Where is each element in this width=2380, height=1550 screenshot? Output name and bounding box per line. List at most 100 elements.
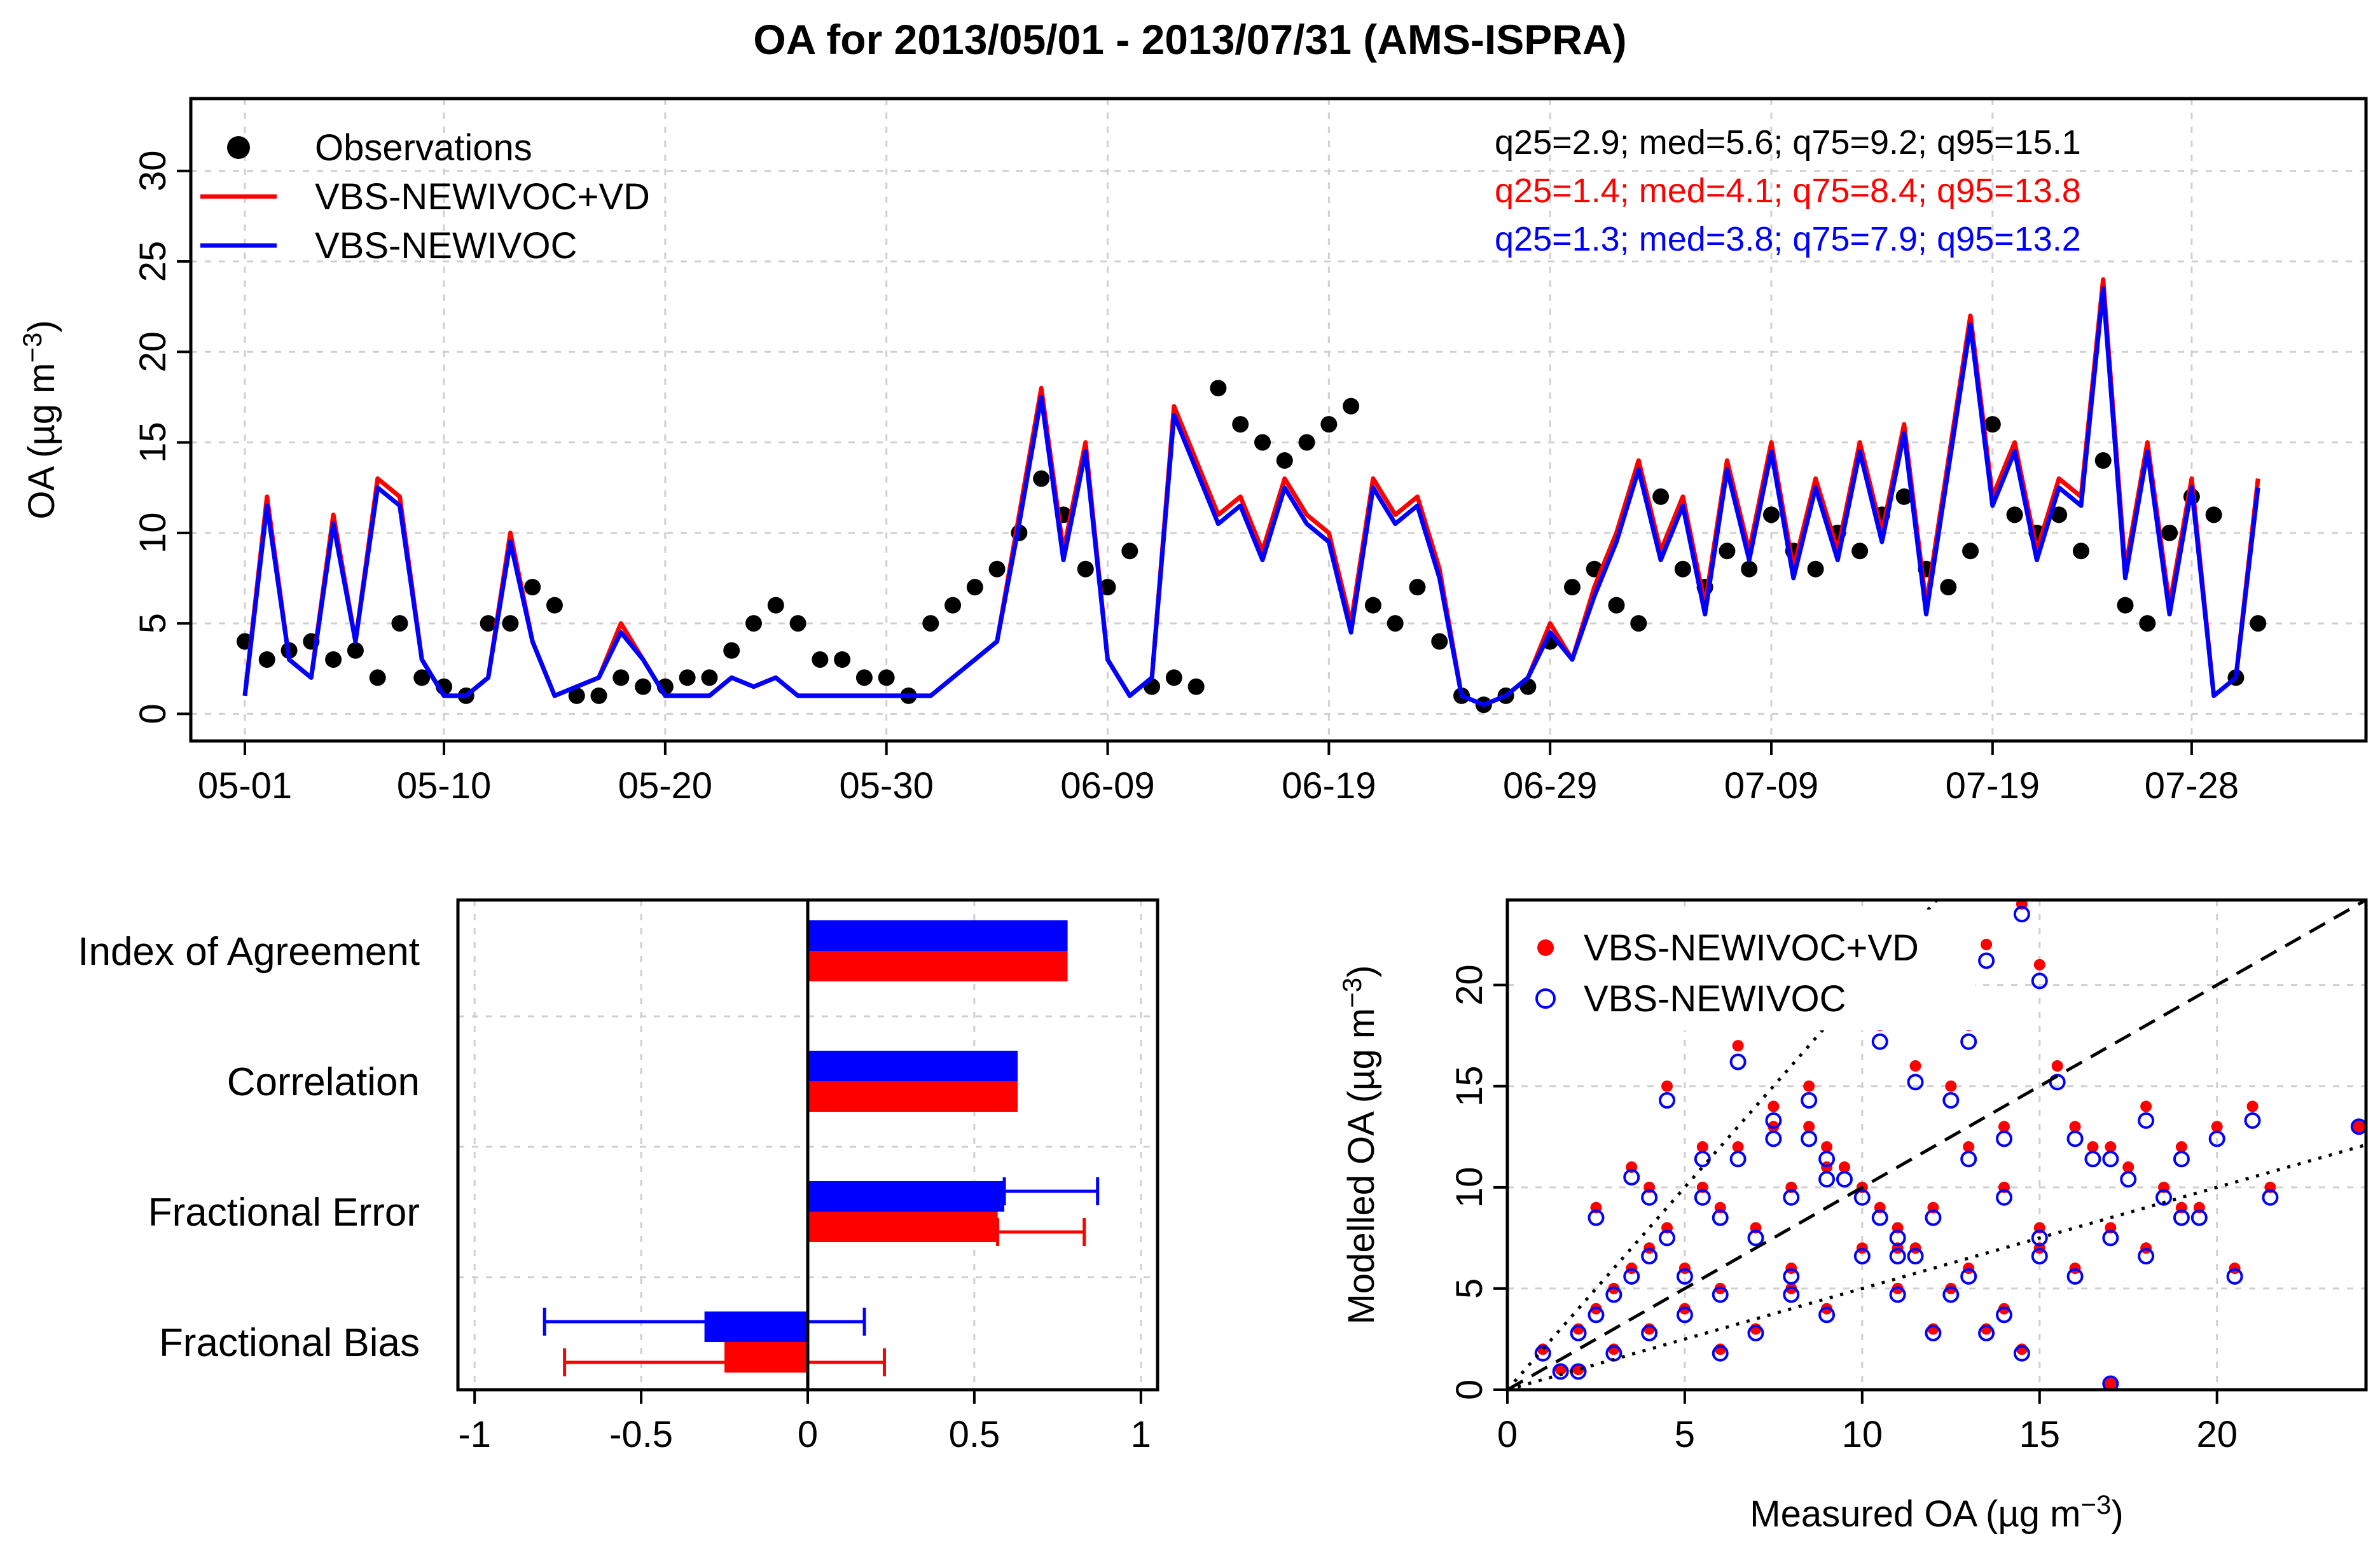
observation-point bbox=[1851, 543, 1869, 560]
bar-x-tick-label: 0.5 bbox=[949, 1414, 1000, 1455]
bar-category-label: Index of Agreement bbox=[78, 930, 420, 974]
legend-vd-label: VBS-NEWIVOC+VD bbox=[315, 176, 650, 218]
scatter-point-vbs-newivoc bbox=[1641, 1324, 1658, 1341]
bar-vbs-newivoc bbox=[808, 920, 1068, 951]
timeseries-x-tick-label: 05-10 bbox=[397, 765, 491, 806]
observation-point bbox=[1121, 543, 1138, 560]
scatter-point-vbs-newivoc bbox=[1694, 1189, 1711, 1206]
observation-point bbox=[2250, 615, 2267, 632]
observation-point bbox=[1254, 434, 1271, 451]
scatter-x-tick-label: 15 bbox=[2019, 1414, 2061, 1455]
observation-point bbox=[1187, 678, 1205, 695]
scatter-point-vbs-newivoc bbox=[2102, 1229, 2119, 1247]
scatter-point-vbs-newivoc bbox=[1889, 1286, 1906, 1303]
scatter-point-vbs-newivoc bbox=[1960, 1268, 1977, 1285]
observation-point bbox=[1320, 416, 1338, 433]
scatter-y-tick-label: 5 bbox=[1449, 1278, 1490, 1299]
scatter-y-axis-label: Modelled OA (µg m−3) bbox=[1337, 965, 1382, 1325]
scatter-point-vbs-newivoc-vd bbox=[1838, 1161, 1850, 1173]
scatter-point-vbs-newivoc bbox=[2102, 1375, 2119, 1390]
observation-point bbox=[1763, 506, 1780, 523]
scatter-point-vbs-newivoc bbox=[2190, 1209, 2208, 1226]
scatter-point-vbs-newivoc bbox=[1889, 1248, 1906, 1264]
scatter-point-vbs-newivoc bbox=[2013, 906, 2030, 923]
scatter-point-vbs-newivoc bbox=[1747, 1229, 1764, 1247]
scatter-point-vbs-newivoc bbox=[1836, 1171, 1853, 1188]
observation-point bbox=[2051, 506, 2068, 523]
scatter-point-vbs-newivoc bbox=[1729, 1151, 1747, 1168]
scatter-point-vbs-newivoc-vd bbox=[1963, 1141, 1975, 1153]
scatter-point-vbs-newivoc bbox=[2244, 1112, 2261, 1129]
observation-point bbox=[502, 615, 519, 632]
observation-point bbox=[1232, 416, 1249, 433]
scatter-point-vbs-newivoc bbox=[1765, 1112, 1782, 1129]
scatter-panel: 0 5 10 15 20 0 5 10 15 20 Measured OA (µg m−3) M… bbox=[1337, 898, 2368, 1535]
observation-point bbox=[1741, 560, 1758, 578]
timeseries-y-tick-label: 25 bbox=[132, 241, 174, 282]
observation-point bbox=[745, 615, 762, 632]
scatter-point-vbs-newivoc bbox=[1801, 1130, 1818, 1147]
scatter-x-tick-label: 0 bbox=[1497, 1414, 1518, 1455]
scatter-y-tick-label: 0 bbox=[1449, 1380, 1490, 1400]
scatter-point-vbs-newivoc bbox=[1694, 1151, 1711, 1168]
scatter-legend-vd-marker bbox=[1537, 939, 1554, 956]
timeseries-y-axis-label: OA (µg m−3) bbox=[17, 320, 62, 519]
scatter-x-axis-label: Measured OA (µg m−3) bbox=[1750, 1490, 2123, 1535]
bar-series bbox=[543, 900, 1100, 1390]
scatter-reference-lines bbox=[1507, 900, 2366, 1390]
observation-point bbox=[834, 651, 851, 668]
scatter-point-vbs-newivoc bbox=[1942, 1092, 1960, 1109]
statistics-bar-panel: -1 -0.5 0 0.5 1 Index of Agreement Correlatio… bbox=[78, 898, 1159, 1455]
scatter-legend-vd-label: VBS-NEWIVOC+VD bbox=[1584, 927, 1919, 969]
scatter-point-vbs-newivoc bbox=[2262, 1189, 2279, 1206]
observation-point bbox=[2117, 597, 2134, 614]
timeseries-x-tick-label: 07-19 bbox=[1946, 765, 2040, 806]
observation-point bbox=[546, 597, 563, 614]
scatter-point-vbs-newivoc-vd bbox=[2175, 1141, 2187, 1153]
scatter-point-vbs-newivoc bbox=[2031, 1248, 2048, 1264]
scatter-point-vbs-newivoc bbox=[1995, 1130, 2012, 1147]
observation-point bbox=[635, 678, 652, 695]
scatter-point-vbs-newivoc bbox=[2102, 1151, 2119, 1168]
bar-x-tick-label: 0 bbox=[798, 1414, 818, 1455]
observation-point bbox=[1895, 488, 1913, 505]
scatter-point-vbs-newivoc bbox=[1853, 1248, 1871, 1264]
bar-x-tick-label: -1 bbox=[458, 1414, 491, 1455]
scatter-y-tick-label: 10 bbox=[1449, 1167, 1490, 1208]
observation-point bbox=[2094, 452, 2112, 469]
observation-point bbox=[1608, 597, 1625, 614]
scatter-y-axis: 0 5 10 15 20 bbox=[1449, 964, 1507, 1400]
timeseries-y-tick-label: 10 bbox=[132, 513, 174, 554]
scatter-y-tick-label: 20 bbox=[1449, 964, 1490, 1006]
timeseries-quantile-stats: q25=2.9; med=5.6; q75=9.2; q95=15.1 q25=… bbox=[1495, 123, 2081, 258]
scatter-point-vbs-newivoc-vd bbox=[2105, 1141, 2117, 1153]
scatter-points bbox=[1534, 900, 2366, 1390]
scatter-point-vbs-newivoc bbox=[2173, 1209, 2190, 1226]
observation-point bbox=[325, 651, 342, 668]
scatter-point-vbs-newivoc bbox=[1552, 1363, 1569, 1380]
stat-newivoc: q25=1.3; med=3.8; q75=7.9; q95=13.2 bbox=[1495, 220, 2081, 258]
scatter-point-vbs-newivoc bbox=[2226, 1268, 2243, 1285]
scatter-point-vbs-newivoc bbox=[2031, 1229, 2048, 1247]
scatter-point-vbs-newivoc bbox=[2138, 1248, 2155, 1264]
observation-point bbox=[1077, 560, 1094, 578]
scatter-point-vbs-newivoc-vd bbox=[2087, 1141, 2099, 1153]
scatter-legend-newivoc-label: VBS-NEWIVOC bbox=[1584, 978, 1846, 1020]
observation-point bbox=[1210, 380, 1227, 397]
reference-line-factor2 bbox=[1507, 1143, 2366, 1390]
scatter-point-vbs-newivoc-vd bbox=[2140, 1100, 2152, 1112]
scatter-point-vbs-newivoc-vd bbox=[2105, 1378, 2117, 1390]
scatter-point-vbs-newivoc bbox=[1676, 1268, 1693, 1285]
observation-point bbox=[369, 669, 386, 686]
bar-vbs-newivoc bbox=[704, 1311, 808, 1342]
observation-point bbox=[524, 579, 541, 596]
scatter-point-vbs-newivoc bbox=[1623, 1168, 1640, 1186]
reference-line-1to1 bbox=[1507, 900, 2366, 1390]
scatter-point-vbs-newivoc-vd bbox=[1803, 1121, 1815, 1133]
scatter-point-vbs-newivoc-vd bbox=[1732, 1141, 1744, 1153]
observation-point bbox=[855, 669, 873, 686]
timeseries-series bbox=[237, 277, 2267, 714]
scatter-point-vbs-newivoc bbox=[1659, 1229, 1676, 1247]
scatter-point-vbs-newivoc bbox=[1729, 1053, 1747, 1070]
scatter-point-vbs-newivoc bbox=[1818, 1171, 1836, 1188]
